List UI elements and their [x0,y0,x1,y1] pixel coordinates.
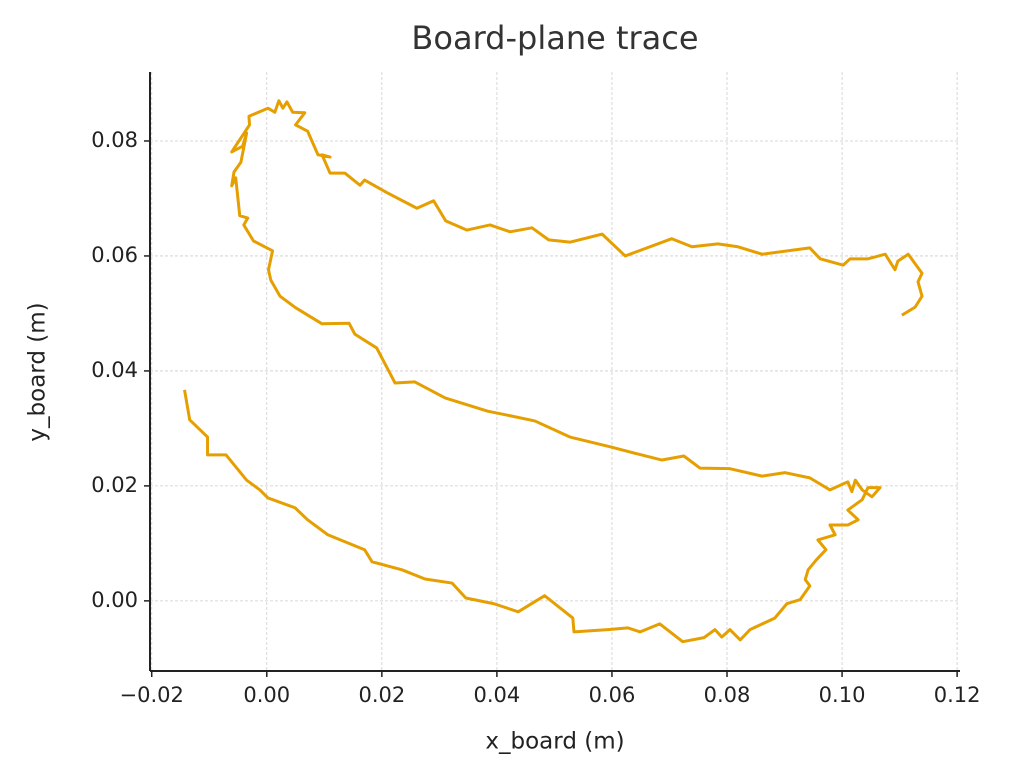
x-tick-label: −0.02 [120,683,184,707]
x-tick-label: 0.10 [819,683,866,707]
y-axis-label: y_board (m) [25,302,51,441]
x-tick-label: 0.04 [474,683,521,707]
y-tick-label: 0.06 [91,243,138,267]
y-tick-label: 0.08 [91,128,138,152]
x-tick-label: 0.12 [934,683,981,707]
x-axis-label: x_board (m) [485,729,624,755]
trace-line [183,99,924,644]
y-tick-label: 0.02 [91,473,138,497]
x-tick-label: 0.00 [243,683,290,707]
y-tick-label: 0.04 [91,358,138,382]
chart-title: Board-plane trace [411,19,698,57]
x-tick-label: 0.02 [358,683,405,707]
y-tick-label: 0.00 [91,588,138,612]
x-tick-label: 0.06 [589,683,636,707]
x-tick-label: 0.08 [704,683,751,707]
